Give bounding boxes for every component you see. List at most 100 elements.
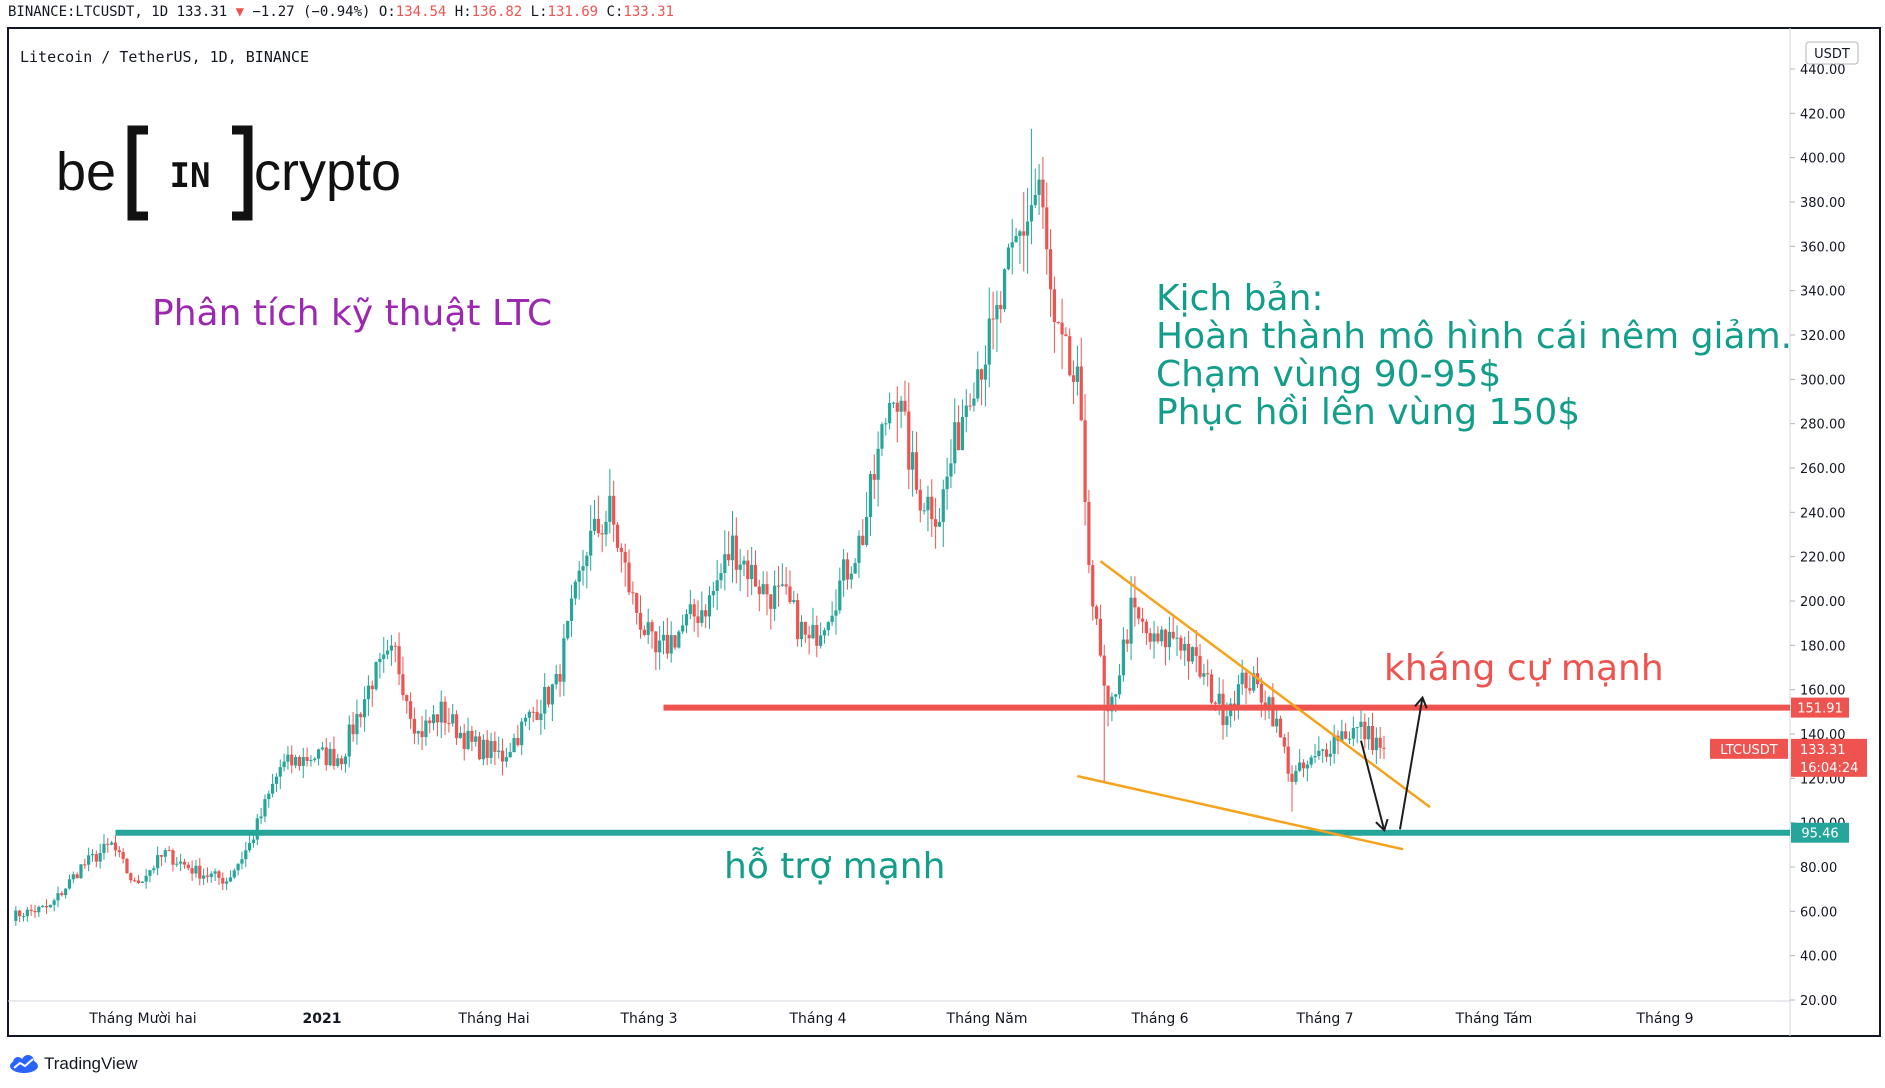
candle-body	[64, 888, 68, 896]
candle-body	[1378, 737, 1382, 748]
candle-body	[454, 714, 459, 739]
candle-body	[757, 586, 761, 595]
candle-body	[838, 580, 842, 611]
candle-body	[822, 630, 827, 636]
candle-body	[416, 731, 420, 734]
candle-body	[799, 621, 804, 640]
high-label: H:	[454, 4, 472, 20]
candle-body	[508, 752, 512, 758]
candle-body	[750, 564, 754, 580]
candle-body	[48, 904, 52, 908]
candle-body	[71, 874, 75, 880]
candle-body	[504, 757, 508, 762]
tradingview-logo-icon[interactable]	[8, 1054, 40, 1074]
candle-body	[727, 554, 731, 561]
candle-body	[110, 842, 114, 845]
candle-body	[1148, 633, 1152, 642]
candle-body	[397, 646, 401, 675]
candle-body	[1324, 749, 1329, 757]
candle-body	[389, 645, 394, 651]
candle-body	[1248, 688, 1252, 691]
candle-body	[44, 905, 49, 908]
candle-body	[673, 635, 677, 648]
candle-body	[562, 638, 566, 682]
candle-body	[1313, 756, 1317, 758]
countdown-badge-value: 16:04:24	[1800, 761, 1858, 776]
tradingview-brand[interactable]: TradingView	[44, 1054, 138, 1073]
candle-body	[953, 422, 957, 464]
candle-body	[1282, 737, 1286, 747]
candle-body	[347, 724, 351, 757]
candle-body	[523, 717, 528, 722]
candle-body	[849, 573, 853, 580]
candle-body	[209, 873, 213, 877]
candle-body	[688, 604, 692, 615]
candle-body	[865, 516, 869, 545]
price-tick-9: 200.00	[1800, 595, 1846, 610]
candle-body	[431, 714, 436, 724]
candle-body	[585, 555, 589, 567]
candle-body	[493, 741, 497, 752]
candle-body	[991, 318, 995, 320]
candle-body	[29, 909, 33, 911]
candle-body	[658, 640, 662, 653]
resistance-label: kháng cự mạnh	[1384, 648, 1664, 689]
candle-body	[964, 405, 968, 417]
candle-body	[512, 737, 516, 753]
candle-body	[546, 686, 551, 705]
candle-body	[1094, 606, 1099, 619]
candle-body	[861, 535, 865, 545]
candle-body	[18, 910, 22, 917]
scenario-line-2: Hoàn thành mô hình cái nêm giảm.	[1156, 316, 1792, 357]
candle-body	[922, 510, 926, 512]
low-label: L:	[530, 4, 548, 20]
time-tick-4: Tháng 4	[788, 1011, 846, 1027]
candle-body	[121, 851, 125, 859]
price-tick-16: 340.00	[1800, 285, 1846, 300]
candle-body	[627, 562, 631, 593]
candle-body	[374, 662, 378, 690]
candle-body	[313, 758, 317, 761]
candle-body	[960, 416, 965, 451]
candle-body	[497, 750, 501, 752]
candle-body	[351, 724, 355, 735]
candle-body	[819, 635, 823, 646]
candle-body	[566, 620, 570, 639]
candle-body	[968, 405, 972, 407]
candle-body	[899, 400, 903, 412]
candle-body	[903, 400, 907, 412]
candle-body	[194, 865, 198, 874]
time-tick-3: Tháng 3	[619, 1011, 677, 1027]
currency-unit-box[interactable]	[1805, 41, 1859, 65]
candle-body	[868, 474, 873, 517]
candle-body	[983, 364, 988, 380]
candle-body	[267, 793, 271, 800]
candle-body	[355, 713, 359, 735]
candle-body	[290, 754, 294, 766]
price-tick-19: 400.00	[1800, 152, 1846, 167]
candle-body	[500, 750, 505, 762]
candle-body	[451, 714, 455, 724]
candle-body	[1298, 762, 1302, 771]
candle-body	[612, 495, 616, 525]
candle-body	[474, 736, 478, 742]
candle-body	[853, 562, 857, 574]
candle-body	[485, 739, 489, 758]
candle-body	[297, 757, 302, 766]
candle-body	[558, 673, 562, 682]
candle-body	[1171, 631, 1175, 639]
candle-body	[359, 713, 363, 718]
candle-body	[156, 855, 160, 869]
candle-body	[535, 711, 539, 720]
candle-body	[144, 875, 148, 882]
candle-body	[930, 496, 934, 520]
candle-body	[937, 522, 942, 527]
candle-body	[615, 524, 620, 548]
candle-body	[1037, 179, 1041, 195]
candle-body	[635, 593, 639, 613]
candle-body	[336, 758, 340, 766]
candle-body	[136, 880, 141, 884]
candle-body	[692, 604, 696, 617]
candle-body	[608, 495, 612, 522]
